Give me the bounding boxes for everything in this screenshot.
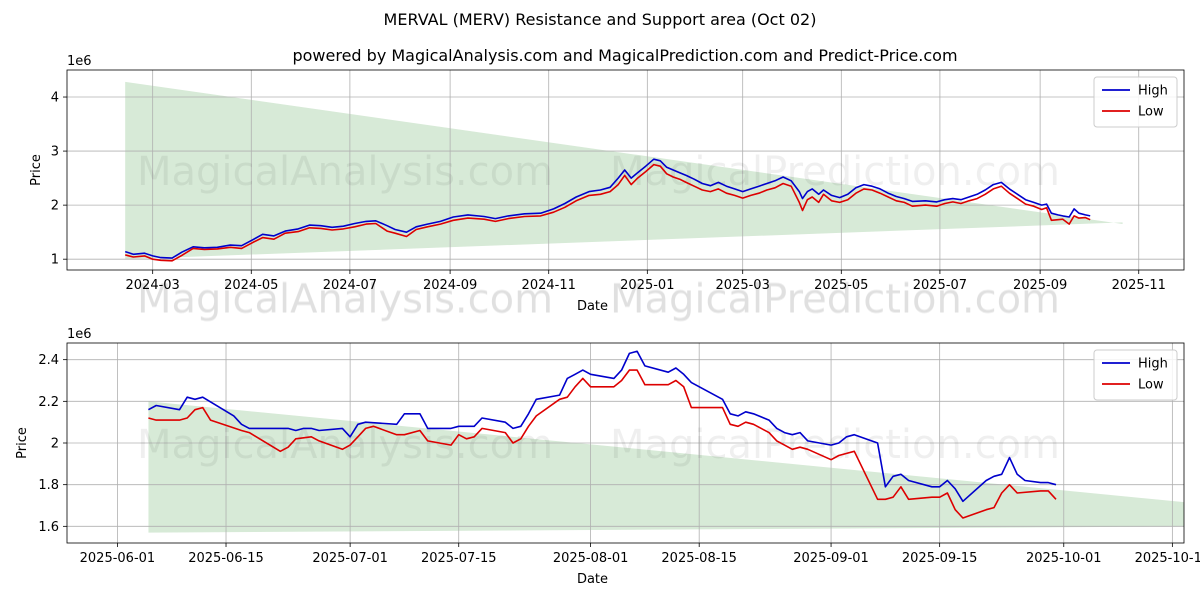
- bottom-y-tick-label: 1.6: [38, 520, 59, 535]
- top-y-tick-label: 2: [51, 199, 59, 214]
- top-y-tick-label: 1: [51, 253, 59, 268]
- bottom-x-axis-title: Date: [577, 572, 608, 587]
- top-legend-label-high: High: [1138, 84, 1168, 99]
- bottom-x-tick-label: 2025-10-15: [1135, 551, 1200, 566]
- bottom-exponent-label: 1e6: [67, 327, 92, 342]
- watermark-text: MagicalPrediction.com: [610, 422, 1060, 468]
- bottom-y-tick-label: 2.4: [38, 353, 59, 368]
- bottom-x-tick-label: 2025-06-01: [80, 551, 156, 566]
- bottom-x-tick-label: 2025-09-01: [793, 551, 869, 566]
- bottom-x-tick-label: 2025-07-01: [312, 551, 388, 566]
- top-chart-panel: MagicalAnalysis.com MagicalAnalysis.com Ma…: [29, 54, 1185, 322]
- bottom-x-tick-label: 2025-07-15: [421, 551, 497, 566]
- top-x-tick-label: 2024-09: [423, 278, 477, 293]
- top-series-high-line: [124, 158, 1091, 259]
- watermark-text: MagicalPrediction.com: [610, 277, 1060, 323]
- bottom-chart-panel: MagicalAnalysis.com MagicalAnalysis.com Ma…: [15, 277, 1200, 587]
- bottom-y-tick-label: 1.8: [38, 478, 59, 493]
- bottom-y-axis-title: Price: [15, 427, 30, 459]
- bottom-x-tick-label: 2025-09-15: [902, 551, 978, 566]
- top-legend: High Low: [1093, 76, 1178, 128]
- watermark-text: MagicalPrediction.com: [610, 276, 1060, 322]
- chart-title: MERVAL (MERV) Resistance and Support are…: [384, 10, 817, 29]
- top-x-tick-label: 2024-07: [323, 278, 377, 293]
- top-y-tick-label: 3: [51, 145, 59, 160]
- bottom-series-low-line: [148, 369, 1057, 519]
- chart-subtitle: powered by MagicalAnalysis.com and Magic…: [292, 46, 957, 65]
- top-y-tick-label: 4: [51, 91, 59, 106]
- top-plot-frame: [66, 69, 1185, 271]
- watermark-text: MagicalAnalysis.com: [137, 422, 553, 468]
- top-x-tick-label: 2024-03: [126, 278, 180, 293]
- bottom-x-tick-label: 2025-06-15: [188, 551, 264, 566]
- bottom-legend: High Low: [1093, 349, 1178, 401]
- watermark-text: MagicalPrediction.com: [610, 149, 1060, 195]
- top-x-tick-label: 2025-11: [1112, 278, 1166, 293]
- top-x-tick-label: 2025-03: [716, 278, 770, 293]
- bottom-y-tick-label: 2.2: [38, 395, 59, 410]
- top-exponent-label: 1e6: [67, 54, 92, 69]
- top-x-tick-label: 2025-01: [620, 278, 674, 293]
- top-x-tick-label: 2024-05: [224, 278, 278, 293]
- watermark-text: MagicalAnalysis.com: [137, 149, 553, 195]
- bottom-legend-label-high: High: [1138, 357, 1168, 372]
- bottom-series-high-line: [148, 350, 1057, 503]
- bottom-x-tick-label: 2025-08-15: [661, 551, 737, 566]
- top-x-tick-label: 2025-09: [1013, 278, 1067, 293]
- top-y-axis-title: Price: [29, 154, 44, 186]
- bottom-x-tick-label: 2025-10-01: [1026, 551, 1102, 566]
- top-x-tick-label: 2025-05: [814, 278, 868, 293]
- bottom-legend-label-low: Low: [1138, 378, 1164, 393]
- watermark-text: MagicalAnalysis.com: [137, 277, 553, 323]
- bottom-y-tick-label: 2: [51, 437, 59, 452]
- top-x-tick-label: 2025-07: [913, 278, 967, 293]
- top-x-tick-label: 2024-11: [522, 278, 576, 293]
- top-x-axis-title: Date: [577, 299, 608, 314]
- watermark-text: MagicalAnalysis.com: [137, 276, 553, 322]
- top-legend-label-low: Low: [1138, 105, 1164, 120]
- bottom-x-tick-label: 2025-08-01: [553, 551, 629, 566]
- top-series-low-line: [124, 163, 1091, 262]
